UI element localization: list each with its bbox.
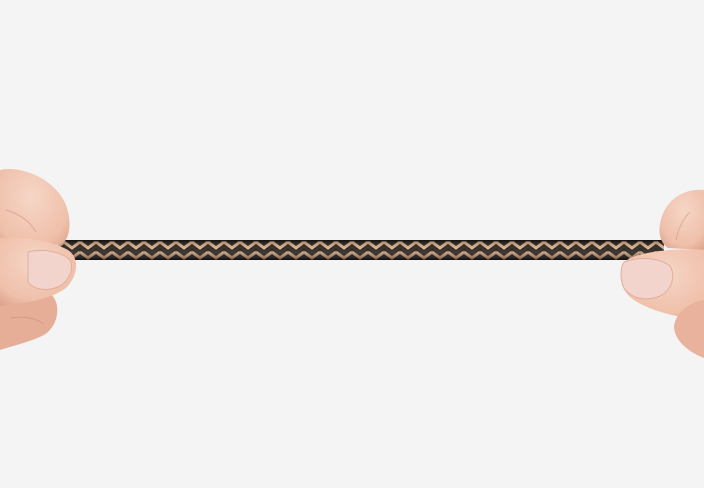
right-hand [620, 189, 704, 358]
braided-cable [58, 240, 664, 260]
left-hand [0, 168, 77, 350]
